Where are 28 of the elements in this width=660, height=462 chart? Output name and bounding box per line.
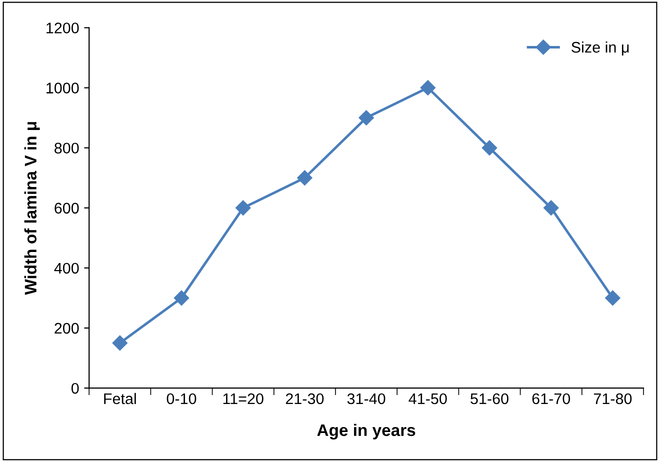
point bbox=[174, 290, 190, 306]
y-axis-title: Width of lamina V in μ bbox=[24, 122, 40, 295]
point bbox=[420, 80, 436, 96]
x-tick-label: 31-40 bbox=[347, 393, 386, 404]
x-tick-label: 21-30 bbox=[286, 393, 324, 404]
point bbox=[236, 200, 251, 216]
x-tick-label: 41-50 bbox=[408, 393, 447, 404]
y-tick-label: 200 bbox=[54, 322, 79, 334]
y-tick-label: 1000 bbox=[46, 82, 79, 94]
y-tick-label: 600 bbox=[54, 202, 79, 214]
x-tick-label: 0-10 bbox=[166, 393, 196, 404]
point bbox=[358, 110, 374, 126]
point bbox=[544, 200, 559, 216]
y-tick-label: 1200 bbox=[46, 22, 79, 34]
x-tick-label: 51-60 bbox=[470, 393, 508, 404]
point bbox=[482, 140, 498, 156]
point bbox=[605, 290, 620, 306]
y-tick-label: 0 bbox=[71, 382, 79, 394]
point bbox=[297, 170, 312, 186]
x-axis-title: Age in years bbox=[317, 424, 416, 440]
point bbox=[112, 335, 128, 351]
legend-label: Size in μ bbox=[572, 41, 629, 56]
y-tick-label: 400 bbox=[54, 262, 79, 274]
x-tick-label: Fetal bbox=[104, 392, 136, 404]
y-tick-label: 800 bbox=[54, 142, 79, 154]
x-tick-label: 61-70 bbox=[532, 393, 570, 404]
x-tick-label: 71-80 bbox=[594, 393, 632, 404]
x-tick-label: 11=20 bbox=[223, 393, 264, 404]
